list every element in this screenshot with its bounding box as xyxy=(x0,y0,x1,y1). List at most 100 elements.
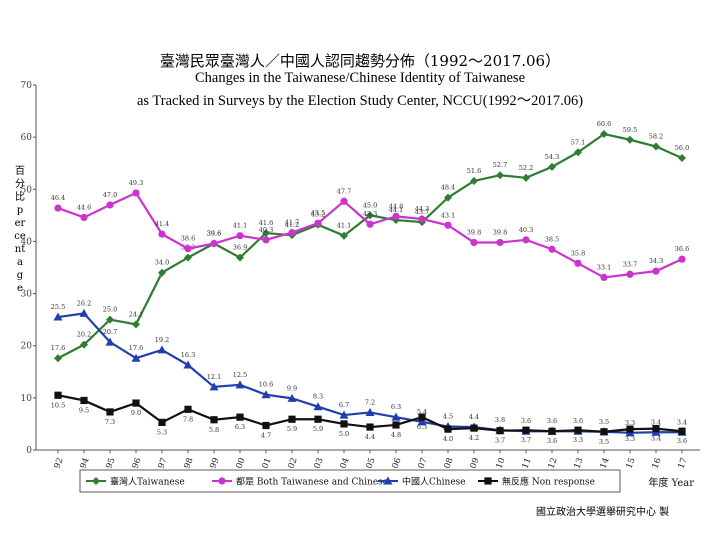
data-label-series-3: 10.6 xyxy=(259,381,273,389)
data-point-series-1 xyxy=(54,354,62,363)
data-label-series-4: 3.7 xyxy=(495,437,505,445)
data-label-series-2: 41.1 xyxy=(233,222,247,230)
data-point-series-1 xyxy=(444,193,452,202)
data-label-series-3: 3.3 xyxy=(625,419,635,427)
y-tick-label: 50 xyxy=(21,185,33,195)
data-label-series-1: 59.5 xyxy=(623,126,637,134)
x-tick-label: 15 xyxy=(625,457,638,471)
data-label-series-4: 6.3 xyxy=(235,423,245,431)
data-point-series-3 xyxy=(53,312,63,321)
data-point-series-4 xyxy=(470,424,478,432)
data-point-series-4 xyxy=(236,413,244,421)
data-label-series-2: 33.1 xyxy=(597,263,611,271)
data-point-series-2 xyxy=(236,232,244,240)
data-label-series-3: 26.2 xyxy=(77,299,91,307)
x-tick-label: 05 xyxy=(365,457,378,471)
data-point-series-3 xyxy=(339,410,349,419)
data-label-series-4: 4.8 xyxy=(391,431,401,439)
x-tick-label: 12 xyxy=(547,457,560,471)
data-label-series-1: 41.2 xyxy=(285,221,299,229)
data-label-series-3: 4.5 xyxy=(443,413,453,421)
chart-title-line-2: as Tracked in Surveys by the Election St… xyxy=(136,93,584,109)
data-point-series-2 xyxy=(444,221,452,229)
legend-label-3: 中國人Chinese xyxy=(402,476,466,488)
data-label-series-3: 16.3 xyxy=(181,351,195,359)
data-point-series-3 xyxy=(261,390,271,399)
data-point-series-4 xyxy=(652,425,660,433)
data-label-series-4: 5.8 xyxy=(209,426,219,434)
data-point-series-4 xyxy=(600,428,608,436)
data-point-series-2 xyxy=(158,230,166,238)
x-tick-label: 10 xyxy=(495,457,508,471)
data-point-series-3 xyxy=(131,353,141,362)
x-tick-label: 09 xyxy=(469,457,482,471)
data-label-series-1: 51.6 xyxy=(467,167,481,175)
data-label-series-1: 36.9 xyxy=(233,244,247,252)
data-label-series-4: 4.7 xyxy=(261,431,271,439)
x-tick-label: 94 xyxy=(79,457,92,471)
data-point-series-2 xyxy=(548,245,556,253)
data-label-series-1: 17.6 xyxy=(51,344,65,352)
data-point-series-1 xyxy=(522,173,530,182)
x-tick-label: 13 xyxy=(573,457,586,471)
data-point-series-2 xyxy=(522,236,530,244)
data-label-series-2: 36.6 xyxy=(675,245,689,253)
chart-title-chinese: 臺灣民眾臺灣人／中國人認同趨勢分佈（1992～2017.06） xyxy=(159,52,561,70)
data-label-series-3: 17.6 xyxy=(129,344,143,352)
data-point-series-1 xyxy=(626,135,634,144)
data-label-series-1: 34.0 xyxy=(155,259,169,267)
data-label-series-1: 48.4 xyxy=(441,184,455,192)
data-label-series-3: 3.6 xyxy=(547,417,557,425)
data-label-series-2: 43.5 xyxy=(311,209,325,217)
x-tick-label: 08 xyxy=(443,457,456,471)
data-point-series-1 xyxy=(340,231,348,240)
data-point-series-1 xyxy=(574,148,582,157)
x-tick-label: 14 xyxy=(599,457,612,471)
y-tick-label: 70 xyxy=(21,81,33,91)
data-point-series-4 xyxy=(54,391,62,399)
data-label-series-4: 9.0 xyxy=(131,409,141,417)
data-point-series-3 xyxy=(391,412,401,421)
data-label-series-4: 6.3 xyxy=(417,423,427,431)
data-point-series-4 xyxy=(626,425,634,433)
data-label-series-4: 4.4 xyxy=(365,433,375,441)
data-label-series-4: 5.9 xyxy=(313,425,323,433)
data-point-series-4 xyxy=(210,416,218,424)
data-point-series-4 xyxy=(158,418,166,426)
data-point-series-2 xyxy=(54,204,62,212)
data-point-series-2 xyxy=(366,220,374,228)
data-point-series-4 xyxy=(314,415,322,423)
data-label-series-2: 44.6 xyxy=(77,203,91,211)
data-label-series-1: 41.1 xyxy=(337,222,351,230)
data-label-series-3: 12.1 xyxy=(207,373,221,381)
data-point-series-3 xyxy=(287,393,297,402)
x-tick-label: 16 xyxy=(651,457,664,471)
data-label-series-1: 54.3 xyxy=(545,153,559,161)
x-tick-label: 06 xyxy=(391,457,404,471)
legend-label-1: 臺灣人Taiwanese xyxy=(110,476,185,488)
data-label-series-2: 39.8 xyxy=(493,228,507,236)
legend-swatch-marker-4 xyxy=(484,477,492,485)
data-label-series-3: 5.4 xyxy=(417,408,427,416)
data-label-series-3: 19.2 xyxy=(155,336,169,344)
data-label-series-3: 25.5 xyxy=(51,303,65,311)
x-tick-label: 04 xyxy=(339,457,352,471)
data-label-series-2: 49.3 xyxy=(129,179,143,187)
data-point-series-4 xyxy=(496,427,504,435)
data-point-series-4 xyxy=(288,415,296,423)
data-label-series-2: 46.4 xyxy=(51,194,65,202)
data-point-series-4 xyxy=(418,413,426,421)
data-label-series-3: 3.6 xyxy=(521,417,531,425)
x-tick-label: 17 xyxy=(677,457,690,471)
x-tick-label: 97 xyxy=(157,457,170,471)
x-tick-label: 00 xyxy=(235,457,248,471)
data-point-series-3 xyxy=(313,402,323,411)
data-point-series-1 xyxy=(366,211,374,220)
data-point-series-2 xyxy=(574,259,582,267)
x-tick-label: 03 xyxy=(313,457,326,471)
data-label-series-2: 44.3 xyxy=(415,205,429,213)
data-label-series-4: 4.0 xyxy=(443,435,453,443)
legend-swatch-marker-2 xyxy=(218,477,226,485)
data-point-series-4 xyxy=(132,399,140,407)
data-point-series-4 xyxy=(444,425,452,433)
